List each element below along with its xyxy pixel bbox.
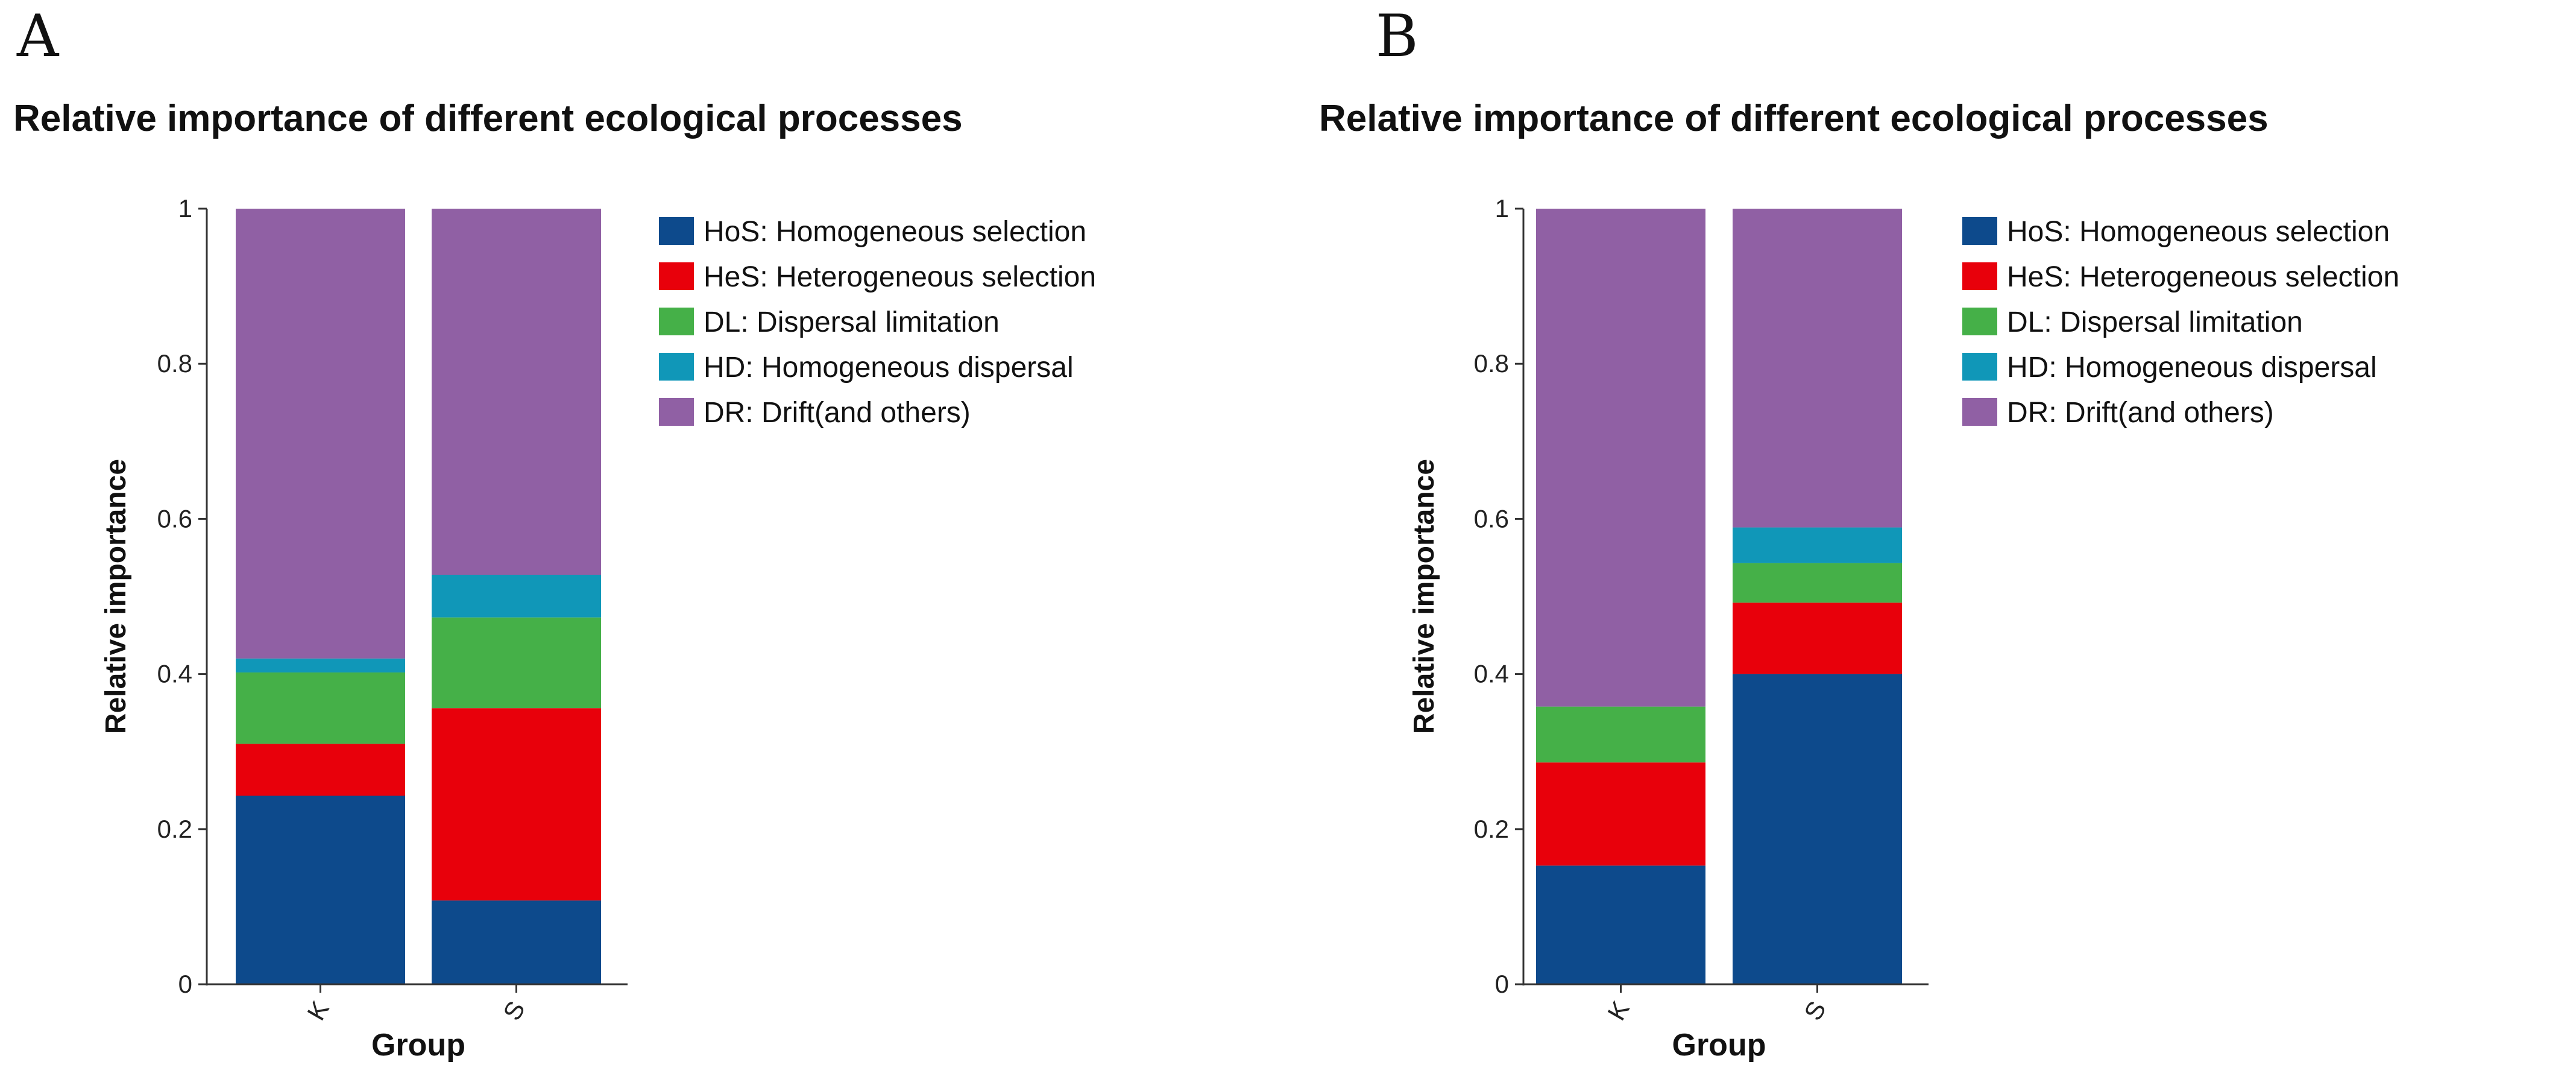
bar-segment-k-dl xyxy=(1536,706,1705,763)
y-tick-label: 0.8 xyxy=(1474,349,1509,378)
bar-segment-s-hes xyxy=(432,708,601,901)
y-tick-label: 0.6 xyxy=(1474,504,1509,533)
bar-segment-s-hos xyxy=(1733,674,1902,984)
legend-swatch xyxy=(659,308,694,335)
legend-swatch xyxy=(659,398,694,426)
panel-letter: B xyxy=(1376,2,1419,70)
x-tick-label: K xyxy=(301,996,335,1025)
bar-segment-k-hd xyxy=(236,658,405,673)
bar-segment-k-dr xyxy=(236,209,405,659)
y-tick-label: 1 xyxy=(178,194,192,223)
bar-segment-s-hd xyxy=(432,574,601,618)
legend-swatch xyxy=(1962,353,1997,381)
legend-label: HoS: Homogeneous selection xyxy=(704,216,1086,248)
bar-segment-s-dl xyxy=(432,617,601,709)
stacked-bar-chart: 0 0.2 0.4 0.6 0.8 1 K S Group Relative importance… xyxy=(100,194,1096,1063)
panel-letter: A xyxy=(17,2,59,70)
bar-segment-k-dr xyxy=(1536,209,1705,707)
y-tick-label: 0.4 xyxy=(1474,660,1509,688)
legend-label: DL: Dispersal limitation xyxy=(704,306,1000,338)
y-tick-label: 0.2 xyxy=(1474,815,1509,843)
legend-swatch xyxy=(659,217,694,245)
x-tick-label: K xyxy=(1602,996,1635,1025)
legend-label: DL: Dispersal limitation xyxy=(2007,306,2303,338)
legend-label: HD: Homogeneous dispersal xyxy=(2007,352,2377,384)
y-tick-label: 0.2 xyxy=(157,815,192,843)
legend-label: HoS: Homogeneous selection xyxy=(2007,216,2390,248)
bar-segment-k-hes xyxy=(236,744,405,796)
y-tick-label: 0 xyxy=(178,970,192,998)
legend-label: HD: Homogeneous dispersal xyxy=(704,352,1074,384)
legend-swatch xyxy=(1962,398,1997,426)
legend-label: HeS: Heterogeneous selection xyxy=(2007,261,2399,293)
bar-segment-s-dr xyxy=(1733,209,1902,528)
x-tick-label: S xyxy=(497,996,531,1025)
y-tick-label: 0.6 xyxy=(157,504,192,533)
legend-swatch xyxy=(659,353,694,381)
x-axis-title: Group xyxy=(371,1028,465,1063)
y-axis-title: Relative importance xyxy=(1408,459,1440,734)
legend-swatch xyxy=(1962,262,1997,290)
legend-swatch xyxy=(1962,217,1997,245)
stacked-bar-chart: 0 0.2 0.4 0.6 0.8 1 K S Group Relative importance… xyxy=(1408,194,2399,1063)
y-axis-title: Relative importance xyxy=(100,459,132,734)
chart-title: Relative importance of different ecologi… xyxy=(13,98,963,139)
legend-label: DR: Drift(and others) xyxy=(704,397,971,429)
x-axis-title: Group xyxy=(1672,1028,1766,1063)
y-tick-label: 1 xyxy=(1495,194,1509,223)
y-tick-label: 0.4 xyxy=(157,660,192,688)
legend-swatch xyxy=(659,262,694,290)
bar-segment-s-dl xyxy=(1733,563,1902,603)
bar-segment-s-hes xyxy=(1733,603,1902,674)
bar-segment-s-hd xyxy=(1733,527,1902,563)
bar-segment-k-hes xyxy=(1536,762,1705,866)
chart-title: Relative importance of different ecologi… xyxy=(1319,98,2269,139)
chart-panel-a: A Relative importance of different ecolo… xyxy=(13,2,1096,1063)
bar-segment-k-hos xyxy=(1536,865,1705,984)
bar-segment-s-hos xyxy=(432,900,601,984)
y-tick-label: 0 xyxy=(1495,970,1509,998)
x-tick-label: S xyxy=(1798,996,1831,1025)
legend-swatch xyxy=(1962,308,1997,335)
legend-label: HeS: Heterogeneous selection xyxy=(704,261,1096,293)
chart-panel-b: B Relative importance of different ecolo… xyxy=(1288,0,2575,1088)
bar-segment-k-dl xyxy=(236,672,405,744)
bar-segment-k-hos xyxy=(236,795,405,984)
bar-segment-s-dr xyxy=(432,209,601,575)
legend-label: DR: Drift(and others) xyxy=(2007,397,2274,429)
y-tick-label: 0.8 xyxy=(157,349,192,378)
